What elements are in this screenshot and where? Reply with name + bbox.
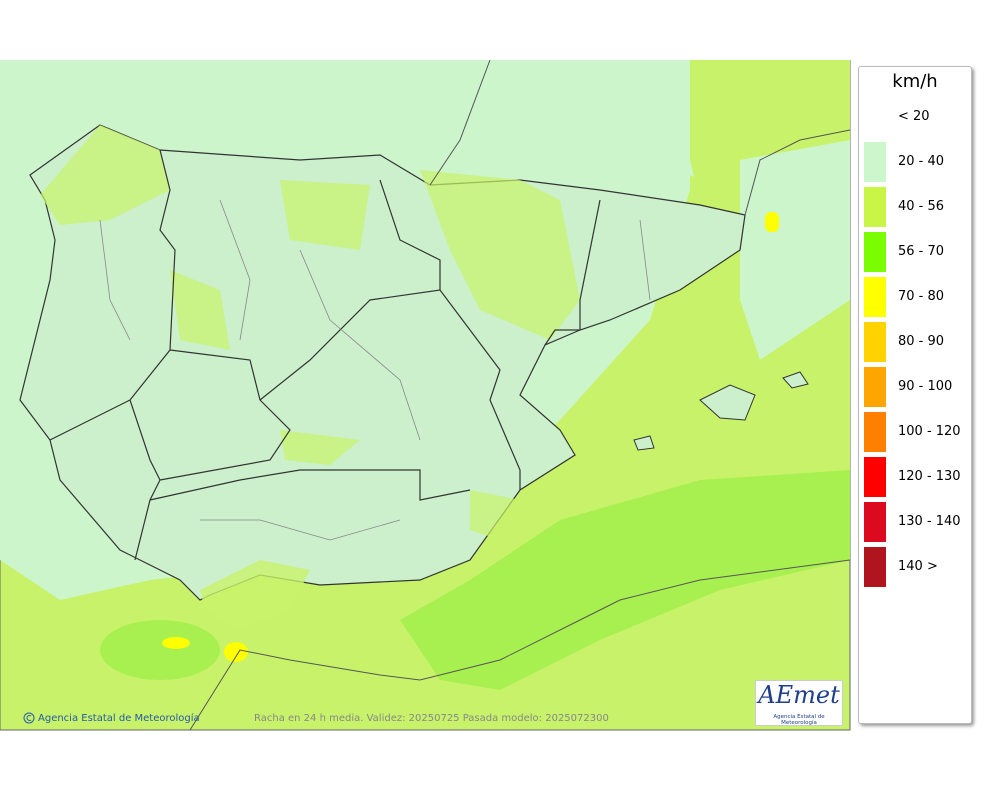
gust-spot bbox=[765, 212, 779, 232]
gust-spot bbox=[224, 642, 248, 662]
border bbox=[129, 149, 176, 561]
credit-icon bbox=[23, 712, 35, 724]
legend-swatch bbox=[864, 142, 886, 182]
borders bbox=[49, 149, 601, 561]
border bbox=[579, 199, 601, 330]
legend-swatch bbox=[864, 412, 886, 452]
legend-swatch bbox=[864, 322, 886, 362]
province-line bbox=[299, 249, 421, 441]
legend-label: 130 - 140 bbox=[898, 514, 961, 529]
credit-icon bbox=[26, 715, 32, 721]
logo-subtitle: Agencia Estatal de Meteorología bbox=[773, 714, 825, 726]
gust-region bbox=[280, 430, 360, 465]
legend-label: < 20 bbox=[898, 109, 930, 124]
coastline bbox=[744, 129, 851, 216]
legend-label: 80 - 90 bbox=[898, 334, 945, 349]
border bbox=[49, 399, 131, 441]
gust-region bbox=[400, 470, 850, 690]
coastline bbox=[429, 60, 491, 186]
legend-item: 100 - 120 bbox=[864, 412, 969, 452]
legend-label: 90 - 100 bbox=[898, 379, 953, 394]
island bbox=[782, 371, 809, 389]
legend-title: km/h bbox=[892, 71, 938, 92]
legend-item: 70 - 80 bbox=[864, 277, 969, 317]
border bbox=[259, 289, 521, 490]
gust-region bbox=[100, 620, 220, 680]
credit: Agencia Estatal de Meteorología bbox=[38, 713, 200, 724]
province-line bbox=[99, 219, 131, 341]
legend: km/h < 20 20 - 40 40 - 56 56 - 70 70 - 80 80 … bbox=[858, 66, 972, 724]
legend-item: 120 - 130 bbox=[864, 457, 969, 497]
legend-label: 120 - 130 bbox=[898, 469, 961, 484]
gust-region bbox=[420, 170, 580, 340]
gust-region bbox=[470, 490, 520, 540]
province-line bbox=[200, 519, 401, 541]
legend-label: 70 - 80 bbox=[898, 289, 945, 304]
caption: Racha en 24 h media. Validez: 20250725 P… bbox=[254, 713, 609, 724]
legend-item: 80 - 90 bbox=[864, 322, 969, 362]
province-line bbox=[639, 219, 651, 301]
legend-label: 40 - 56 bbox=[898, 199, 945, 214]
legend-item: 130 - 140 bbox=[864, 502, 969, 542]
legend-item: 56 - 70 bbox=[864, 232, 969, 272]
legend-label: 20 - 40 bbox=[898, 154, 945, 169]
legend-swatch bbox=[864, 547, 886, 587]
gust-spot bbox=[162, 637, 190, 649]
legend-label: 100 - 120 bbox=[898, 424, 961, 439]
province-lines bbox=[99, 199, 651, 541]
calm-region bbox=[740, 140, 850, 360]
gust-region bbox=[40, 125, 170, 225]
legend-swatch bbox=[864, 232, 886, 272]
legend-swatch bbox=[864, 457, 886, 497]
island bbox=[633, 435, 655, 451]
legend-swatch bbox=[864, 187, 886, 227]
logo-text: AEmet bbox=[758, 681, 840, 709]
border bbox=[149, 469, 471, 501]
calm-region bbox=[0, 60, 850, 180]
coastline bbox=[189, 559, 851, 731]
legend-swatch bbox=[864, 502, 886, 542]
legend-label: 140 > bbox=[898, 559, 938, 574]
map bbox=[0, 60, 851, 731]
legend-swatch bbox=[864, 277, 886, 317]
border bbox=[159, 349, 291, 481]
gust-region bbox=[170, 270, 230, 350]
legend-item: < 20 bbox=[864, 97, 969, 137]
gust-region bbox=[200, 560, 310, 630]
province-line bbox=[219, 199, 251, 341]
legend-item: 40 - 56 bbox=[864, 187, 969, 227]
legend-item: 140 > bbox=[864, 547, 969, 587]
logo: AEmet Agencia Estatal de Meteorología bbox=[755, 680, 843, 726]
legend-item: 20 - 40 bbox=[864, 142, 969, 182]
border bbox=[379, 179, 441, 290]
legend-label: 56 - 70 bbox=[898, 244, 945, 259]
gust-region bbox=[690, 60, 850, 200]
border bbox=[544, 329, 580, 346]
legend-item: 90 - 100 bbox=[864, 367, 969, 407]
island bbox=[699, 384, 756, 421]
gust-region bbox=[280, 180, 370, 250]
legend-swatch bbox=[864, 97, 886, 137]
legend-swatch bbox=[864, 367, 886, 407]
